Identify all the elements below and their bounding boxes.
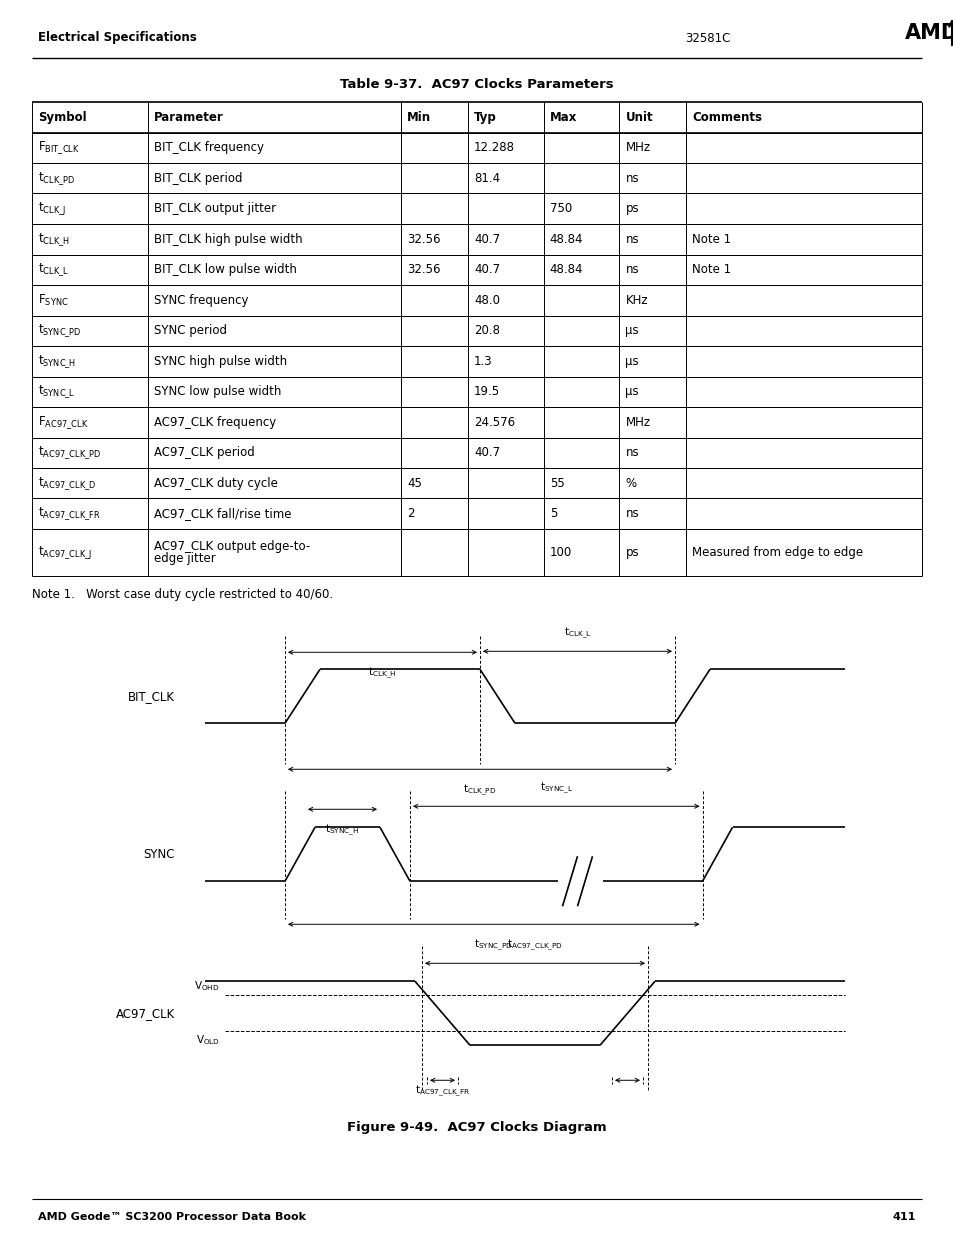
- Text: AC97_CLK fall/rise time: AC97_CLK fall/rise time: [153, 508, 291, 520]
- Text: ps: ps: [625, 203, 639, 215]
- Text: SYNC frequency: SYNC frequency: [153, 294, 248, 306]
- Text: t$_{\mathrm{CLK\_H}}$: t$_{\mathrm{CLK\_H}}$: [38, 231, 70, 248]
- Text: t$_{\mathrm{CLK\_PD}}$: t$_{\mathrm{CLK\_PD}}$: [463, 783, 497, 799]
- Text: ns: ns: [625, 172, 639, 185]
- Text: 19.5: 19.5: [474, 385, 499, 398]
- Text: t$_{\mathrm{AC97\_CLK\_J}}$: t$_{\mathrm{AC97\_CLK\_J}}$: [38, 545, 91, 561]
- Text: 750: 750: [549, 203, 572, 215]
- Text: 48.84: 48.84: [549, 232, 582, 246]
- Text: BIT_CLK: BIT_CLK: [128, 690, 174, 703]
- Text: MHz: MHz: [625, 416, 650, 429]
- Text: SYNC period: SYNC period: [153, 325, 227, 337]
- Text: t$_{\mathrm{AC97\_CLK\_PD}}$: t$_{\mathrm{AC97\_CLK\_PD}}$: [38, 445, 101, 461]
- Text: BIT_CLK high pulse width: BIT_CLK high pulse width: [153, 232, 302, 246]
- Text: Note 1.   Worst case duty cycle restricted to 40/60.: Note 1. Worst case duty cycle restricted…: [32, 588, 333, 601]
- Text: t$_{\mathrm{SYNC\_PD}}$: t$_{\mathrm{SYNC\_PD}}$: [38, 322, 82, 340]
- Text: SYNC low pulse width: SYNC low pulse width: [153, 385, 281, 398]
- Text: 32.56: 32.56: [407, 232, 440, 246]
- Text: BIT_CLK output jitter: BIT_CLK output jitter: [153, 203, 275, 215]
- Text: Measured from edge to edge: Measured from edge to edge: [692, 546, 862, 559]
- Text: F$_{\mathrm{BIT\_CLK}}$: F$_{\mathrm{BIT\_CLK}}$: [38, 140, 80, 156]
- Text: 81.4: 81.4: [474, 172, 499, 185]
- Text: 40.7: 40.7: [474, 232, 499, 246]
- Text: Note 1: Note 1: [692, 232, 731, 246]
- Text: 55: 55: [549, 477, 564, 490]
- Text: KHz: KHz: [625, 294, 647, 306]
- Text: t$_{\mathrm{AC97\_CLK\_D}}$: t$_{\mathrm{AC97\_CLK\_D}}$: [38, 475, 96, 492]
- Text: edge jitter: edge jitter: [153, 552, 215, 566]
- Text: 48.84: 48.84: [549, 263, 582, 277]
- Text: t$_{\mathrm{CLK\_H}}$: t$_{\mathrm{CLK\_H}}$: [368, 666, 396, 682]
- Text: BIT_CLK period: BIT_CLK period: [153, 172, 242, 185]
- Text: t$_{\mathrm{SYNC\_L}}$: t$_{\mathrm{SYNC\_L}}$: [38, 383, 75, 400]
- Text: V$_{\mathrm{OHD}}$: V$_{\mathrm{OHD}}$: [194, 979, 220, 993]
- Text: ns: ns: [625, 232, 639, 246]
- Text: 48.0: 48.0: [474, 294, 499, 306]
- Text: 20.8: 20.8: [474, 325, 499, 337]
- Text: 2: 2: [407, 508, 415, 520]
- Text: F$_{\mathrm{SYNC}}$: F$_{\mathrm{SYNC}}$: [38, 293, 69, 308]
- Text: 24.576: 24.576: [474, 416, 515, 429]
- Text: 45: 45: [407, 477, 422, 490]
- Text: Figure 9-49.  AC97 Clocks Diagram: Figure 9-49. AC97 Clocks Diagram: [347, 1121, 606, 1134]
- Text: t$_{\mathrm{CLK\_PD}}$: t$_{\mathrm{CLK\_PD}}$: [38, 170, 75, 186]
- Text: Max: Max: [549, 111, 577, 124]
- Text: MHz: MHz: [625, 141, 650, 154]
- Text: ns: ns: [625, 263, 639, 277]
- Text: Symbol: Symbol: [38, 111, 87, 124]
- Text: F$_{\mathrm{AC97\_CLK}}$: F$_{\mathrm{AC97\_CLK}}$: [38, 414, 89, 431]
- Text: AMD Geode™ SC3200 Processor Data Book: AMD Geode™ SC3200 Processor Data Book: [38, 1212, 306, 1221]
- Text: ns: ns: [625, 508, 639, 520]
- Text: 32581C: 32581C: [684, 32, 730, 44]
- Text: t$_{\mathrm{SYNC\_H}}$: t$_{\mathrm{SYNC\_H}}$: [38, 353, 76, 369]
- Text: 40.7: 40.7: [474, 263, 499, 277]
- Text: Note 1: Note 1: [692, 263, 731, 277]
- Text: AC97_CLK duty cycle: AC97_CLK duty cycle: [153, 477, 277, 490]
- Text: 100: 100: [549, 546, 572, 559]
- Text: Electrical Specifications: Electrical Specifications: [38, 32, 196, 44]
- Text: Parameter: Parameter: [153, 111, 223, 124]
- Text: μs: μs: [625, 325, 639, 337]
- Text: t$_{\mathrm{AC97\_CLK\_FR}}$: t$_{\mathrm{AC97\_CLK\_FR}}$: [38, 505, 101, 522]
- Text: μs: μs: [625, 385, 639, 398]
- Text: AMD: AMD: [904, 23, 953, 43]
- Text: SYNC: SYNC: [143, 847, 174, 861]
- Text: μs: μs: [625, 354, 639, 368]
- Text: ns: ns: [625, 446, 639, 459]
- Text: BIT_CLK low pulse width: BIT_CLK low pulse width: [153, 263, 296, 277]
- Text: BIT_CLK frequency: BIT_CLK frequency: [153, 141, 263, 154]
- Text: Min: Min: [407, 111, 431, 124]
- Text: %: %: [625, 477, 636, 490]
- Text: Typ: Typ: [474, 111, 497, 124]
- Text: AC97_CLK: AC97_CLK: [115, 1007, 174, 1020]
- Text: AC97_CLK frequency: AC97_CLK frequency: [153, 416, 275, 429]
- Text: 12.288: 12.288: [474, 141, 515, 154]
- Text: V$_{\mathrm{OLD}}$: V$_{\mathrm{OLD}}$: [195, 1034, 220, 1047]
- Text: Table 9-37.  AC97 Clocks Parameters: Table 9-37. AC97 Clocks Parameters: [340, 78, 613, 91]
- Text: t$_{\mathrm{SYNC\_H}}$: t$_{\mathrm{SYNC\_H}}$: [325, 824, 359, 839]
- Text: t$_{\mathrm{AC97\_CLK\_FR}}$: t$_{\mathrm{AC97\_CLK\_FR}}$: [415, 1084, 470, 1099]
- Text: 1.3: 1.3: [474, 354, 492, 368]
- Text: t$_{\mathrm{CLK\_L}}$: t$_{\mathrm{CLK\_L}}$: [563, 626, 591, 641]
- Text: AC97_CLK period: AC97_CLK period: [153, 446, 254, 459]
- Text: 40.7: 40.7: [474, 446, 499, 459]
- Text: SYNC high pulse width: SYNC high pulse width: [153, 354, 287, 368]
- Text: AC97_CLK output edge-to-: AC97_CLK output edge-to-: [153, 540, 310, 553]
- Text: t$_{\mathrm{AC97\_CLK\_PD}}$: t$_{\mathrm{AC97\_CLK\_PD}}$: [506, 939, 562, 953]
- Text: 32.56: 32.56: [407, 263, 440, 277]
- Text: Unit: Unit: [625, 111, 653, 124]
- Text: t$_{\mathrm{CLK\_J}}$: t$_{\mathrm{CLK\_J}}$: [38, 200, 66, 217]
- Text: 5: 5: [549, 508, 557, 520]
- Text: 411: 411: [892, 1212, 915, 1221]
- Text: t$_{\mathrm{SYNC\_PD}}$: t$_{\mathrm{SYNC\_PD}}$: [474, 939, 513, 953]
- Text: t$_{\mathrm{SYNC\_L}}$: t$_{\mathrm{SYNC\_L}}$: [539, 781, 573, 797]
- Text: ps: ps: [625, 546, 639, 559]
- Text: Comments: Comments: [692, 111, 761, 124]
- Text: t$_{\mathrm{CLK\_L}}$: t$_{\mathrm{CLK\_L}}$: [38, 262, 69, 278]
